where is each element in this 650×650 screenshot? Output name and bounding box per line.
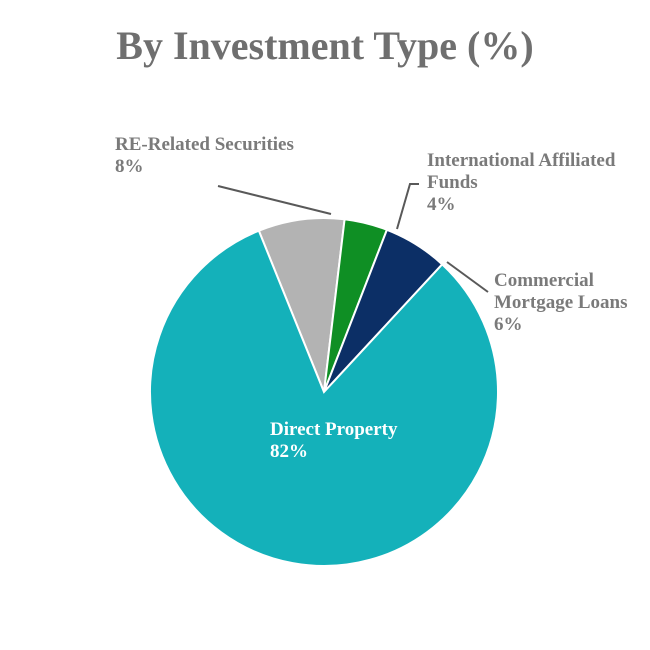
slice-value-label: 8% (115, 156, 144, 177)
slice-name-label: RE-Related Securities (115, 134, 294, 155)
slice-value-label: 6% (494, 314, 523, 335)
slice-label-re-related-securities: RE-Related Securities 8% (115, 134, 294, 177)
slice-name-label: Funds (427, 172, 478, 193)
slice-value-label: 82% (270, 441, 308, 462)
slice-label-direct-property: Direct Property 82% (270, 419, 398, 462)
leader-line-re-related-securities (217, 185, 332, 215)
slice-value-label: 4% (427, 194, 456, 215)
pie-slice-direct-property (149, 229, 499, 567)
leader-line-international-affiliated-funds (396, 183, 419, 230)
chart-title: By Investment Type (%) (116, 23, 534, 68)
slice-name-label: Commercial (494, 270, 594, 291)
slice-label-international-affiliated-funds: International Affiliated Funds 4% (427, 150, 616, 215)
leader-line-commercial-mortgage-loans (446, 261, 489, 293)
slice-label-commercial-mortgage-loans: Commercial Mortgage Loans 6% (494, 270, 628, 335)
slice-name-label: International Affiliated (427, 150, 616, 171)
slice-name-label: Direct Property (270, 419, 398, 440)
slice-name-label: Mortgage Loans (494, 292, 628, 313)
